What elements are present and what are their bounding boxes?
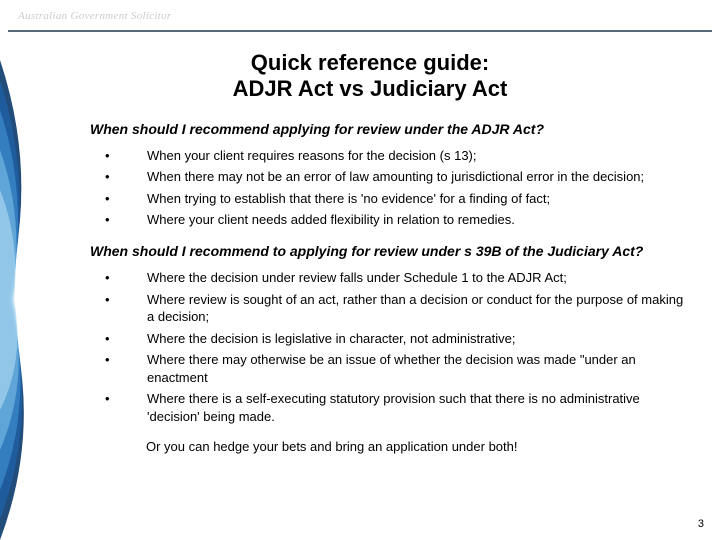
list-item: When trying to establish that there is '… xyxy=(105,190,690,208)
slide-content: Quick reference guide: ADJR Act vs Judic… xyxy=(50,50,710,454)
section1-heading: When should I recommend applying for rev… xyxy=(90,121,690,137)
section1-list: When your client requires reasons for th… xyxy=(105,147,690,229)
list-item: Where there may otherwise be an issue of… xyxy=(105,351,690,386)
slide-title: Quick reference guide: ADJR Act vs Judic… xyxy=(50,50,690,103)
list-item: When there may not be an error of law am… xyxy=(105,168,690,186)
list-item: Where there is a self-executing statutor… xyxy=(105,390,690,425)
header-underline xyxy=(8,30,712,32)
section2-heading: When should I recommend to applying for … xyxy=(90,243,690,259)
list-item: Where review is sought of an act, rather… xyxy=(105,291,690,326)
title-line-1: Quick reference guide: xyxy=(251,50,489,75)
section2-list: Where the decision under review falls un… xyxy=(105,269,690,425)
side-decorative-swoosh xyxy=(0,60,50,540)
header-bar: Australian Government Solicitor xyxy=(8,4,712,32)
list-item: Where your client needs added flexibilit… xyxy=(105,211,690,229)
brand-text: Australian Government Solicitor xyxy=(18,10,172,22)
page-number: 3 xyxy=(698,518,704,530)
list-item: Where the decision under review falls un… xyxy=(105,269,690,287)
list-item: Where the decision is legislative in cha… xyxy=(105,330,690,348)
footer-note: Or you can hedge your bets and bring an … xyxy=(146,439,690,454)
list-item: When your client requires reasons for th… xyxy=(105,147,690,165)
title-line-2: ADJR Act vs Judiciary Act xyxy=(233,76,508,101)
